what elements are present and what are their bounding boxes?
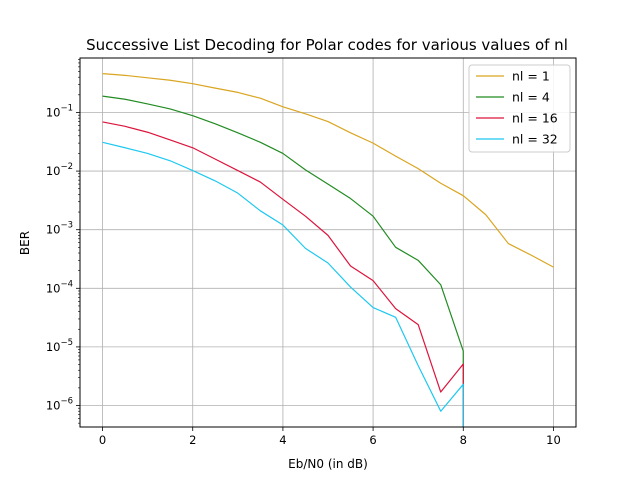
y-tick-label: 10−3 bbox=[46, 221, 73, 237]
y-tick-label: 10−2 bbox=[46, 162, 73, 178]
chart-title: Successive List Decoding for Polar codes… bbox=[86, 36, 568, 54]
x-tick-label: 10 bbox=[546, 433, 561, 447]
series-line-3 bbox=[102, 141, 464, 427]
y-tick-label: 10−6 bbox=[46, 397, 73, 413]
x-tick-label: 4 bbox=[279, 433, 286, 447]
y-tick-exponent: −1 bbox=[60, 103, 73, 113]
y-tick-exponent: −5 bbox=[60, 338, 73, 348]
series-line-1 bbox=[102, 95, 464, 427]
y-tick-base: 10 bbox=[46, 281, 61, 295]
legend-box bbox=[468, 64, 571, 153]
y-tick-exponent: −2 bbox=[60, 162, 73, 172]
legend-label: nl = 4 bbox=[512, 90, 550, 105]
legend-label: nl = 16 bbox=[512, 111, 558, 126]
x-axis-ticks: 0 2 4 6 8 10 bbox=[99, 427, 561, 447]
y-axis-ticks: 10−610−510−410−310−210−1 bbox=[46, 59, 80, 424]
y-tick-base: 10 bbox=[46, 340, 61, 354]
x-axis-label: Eb/N0 (in dB) bbox=[288, 457, 368, 471]
y-tick-label: 10−4 bbox=[46, 279, 73, 295]
x-tick-label: 6 bbox=[369, 433, 376, 447]
y-tick-base: 10 bbox=[46, 223, 61, 237]
legend: nl = 1 nl = 4 nl = 16 nl = 32 bbox=[468, 64, 571, 153]
series-line-0 bbox=[102, 73, 554, 268]
x-tick-label: 8 bbox=[460, 433, 467, 447]
y-tick-base: 10 bbox=[46, 164, 61, 178]
legend-label: nl = 32 bbox=[512, 132, 558, 147]
x-tick-label: 2 bbox=[189, 433, 196, 447]
legend-label: nl = 1 bbox=[512, 69, 550, 84]
y-tick-exponent: −6 bbox=[60, 397, 73, 407]
y-tick-exponent: −3 bbox=[60, 221, 73, 231]
y-tick-base: 10 bbox=[46, 399, 61, 413]
series-lines bbox=[102, 73, 554, 427]
y-tick-base: 10 bbox=[46, 105, 61, 119]
x-tick-label: 0 bbox=[99, 433, 106, 447]
y-tick-label: 10−1 bbox=[46, 103, 73, 119]
y-axis-label: BER bbox=[18, 231, 32, 255]
y-tick-label: 10−5 bbox=[46, 338, 73, 354]
series-line-2 bbox=[102, 121, 464, 427]
y-tick-exponent: −4 bbox=[60, 279, 73, 289]
